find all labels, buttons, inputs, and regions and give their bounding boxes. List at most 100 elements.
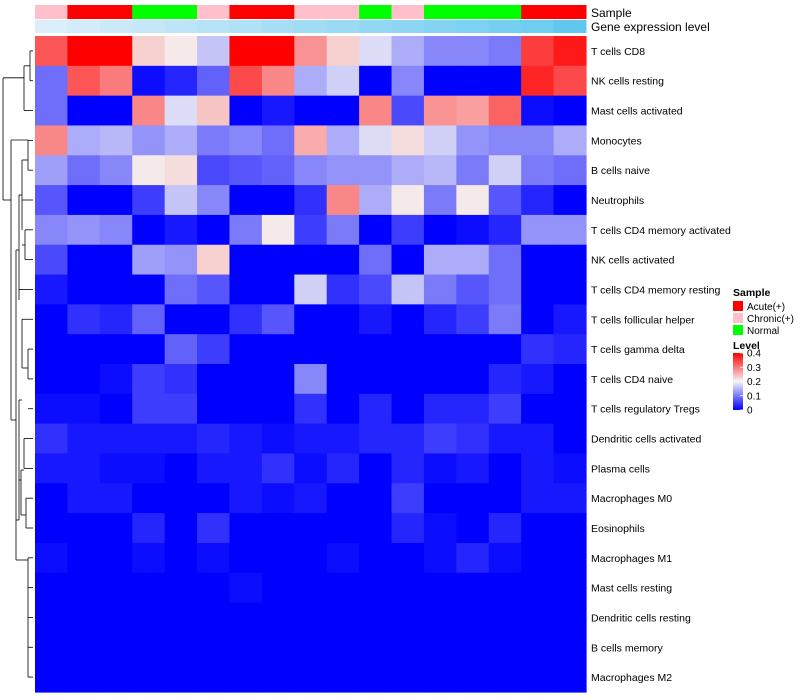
heatmap-cell bbox=[67, 513, 101, 544]
row-label: Plasma cells bbox=[591, 463, 650, 475]
expression-annotation-cell bbox=[488, 20, 522, 33]
heatmap-cell bbox=[229, 393, 263, 425]
heatmap-cell bbox=[553, 632, 587, 663]
heatmap-cell bbox=[521, 542, 555, 574]
heatmap-cell bbox=[521, 95, 555, 127]
heatmap-cell bbox=[197, 542, 231, 574]
sample-legend-swatch bbox=[733, 313, 743, 323]
row-label: T cells CD4 memory activated bbox=[591, 225, 731, 237]
expression-annotation-cell bbox=[359, 20, 393, 33]
heatmap-cell bbox=[521, 572, 555, 604]
heatmap-cell bbox=[261, 95, 295, 127]
heatmap-cell bbox=[553, 423, 587, 455]
sample-legend-title: Sample bbox=[733, 287, 771, 299]
level-legend-tick-label: 0.2 bbox=[747, 377, 761, 388]
heatmap-cell bbox=[132, 95, 166, 127]
heatmap-cell bbox=[553, 364, 587, 395]
heatmap-cell bbox=[391, 364, 425, 395]
heatmap-cell bbox=[359, 95, 393, 127]
heatmap-cell bbox=[326, 513, 360, 544]
heatmap-cell bbox=[326, 214, 360, 246]
heatmap-cell bbox=[99, 304, 133, 335]
heatmap-cell bbox=[294, 274, 328, 305]
heatmap-cell bbox=[164, 65, 198, 97]
heatmap-cell bbox=[456, 572, 490, 604]
heatmap-cell bbox=[488, 423, 522, 455]
heatmap-cell bbox=[423, 214, 457, 246]
sample-annotation-cell bbox=[521, 5, 555, 19]
row-label: Macrophages M2 bbox=[591, 672, 672, 684]
heatmap-cell bbox=[456, 513, 490, 544]
heatmap-cell bbox=[391, 155, 425, 186]
heatmap-cell bbox=[391, 423, 425, 455]
heatmap-cell bbox=[261, 125, 295, 156]
heatmap-cell bbox=[197, 602, 231, 633]
heatmap-cell bbox=[132, 304, 166, 335]
heatmap-cell bbox=[456, 542, 490, 574]
heatmap-cell bbox=[359, 483, 393, 514]
sample-legend: Sample Acute(+)Chronic(+)Normal bbox=[733, 287, 794, 337]
heatmap-cell bbox=[164, 423, 198, 455]
heatmap-cell bbox=[326, 65, 360, 97]
heatmap-cell bbox=[423, 244, 457, 276]
level-legend-tick-label: 0.1 bbox=[747, 391, 761, 402]
heatmap-cell bbox=[261, 453, 295, 484]
heatmap-cell bbox=[132, 185, 166, 216]
heatmap-cell bbox=[294, 155, 328, 186]
heatmap-cell bbox=[423, 125, 457, 156]
heatmap-cell bbox=[99, 483, 133, 514]
heatmap-cell bbox=[553, 304, 587, 335]
heatmap-cell bbox=[229, 483, 263, 514]
heatmap-cell bbox=[488, 364, 522, 395]
heatmap-cell bbox=[488, 572, 522, 604]
heatmap-cell bbox=[35, 185, 69, 216]
heatmap-cell bbox=[326, 632, 360, 663]
sample-annotation-cell bbox=[67, 5, 101, 19]
heatmap-cell bbox=[488, 602, 522, 633]
heatmap-cell bbox=[456, 155, 490, 186]
sample-annotation-cell bbox=[132, 5, 166, 19]
heatmap-cell bbox=[423, 423, 457, 455]
heatmap-cell bbox=[164, 185, 198, 216]
row-label: T cells gamma delta bbox=[591, 344, 685, 356]
heatmap-cell bbox=[294, 483, 328, 514]
row-label: T cells follicular helper bbox=[591, 314, 695, 326]
heatmap-cell bbox=[359, 155, 393, 186]
heatmap-cell bbox=[553, 602, 587, 633]
heatmap-cell bbox=[359, 423, 393, 455]
heatmap-cell bbox=[294, 334, 328, 365]
heatmap-cell bbox=[553, 662, 587, 693]
heatmap-cell bbox=[261, 244, 295, 276]
heatmap-cell bbox=[359, 662, 393, 693]
heatmap-cell bbox=[488, 244, 522, 276]
row-label: Neutrophils bbox=[591, 195, 644, 207]
heatmap-cell bbox=[229, 602, 263, 633]
expression-annotation-cell bbox=[67, 20, 101, 33]
heatmap-cell bbox=[456, 36, 490, 67]
sample-annotation-cell bbox=[359, 5, 393, 19]
heatmap-cell bbox=[553, 155, 587, 186]
heatmap-cell bbox=[553, 542, 587, 574]
sample-annotation-cell bbox=[391, 5, 425, 19]
heatmap-cell bbox=[99, 274, 133, 305]
heatmap-cell bbox=[488, 304, 522, 335]
sample-annotation-cell bbox=[164, 5, 198, 19]
heatmap-cell bbox=[326, 244, 360, 276]
heatmap-cell bbox=[488, 632, 522, 663]
heatmap-cell bbox=[99, 572, 133, 604]
heatmap-cell bbox=[391, 662, 425, 693]
row-label: Dendritic cells activated bbox=[591, 434, 701, 446]
heatmap-cell bbox=[229, 423, 263, 455]
heatmap-cell bbox=[294, 304, 328, 335]
heatmap-cell bbox=[521, 393, 555, 425]
heatmap-cell bbox=[391, 334, 425, 365]
heatmap-cell bbox=[67, 393, 101, 425]
heatmap-cell bbox=[553, 244, 587, 276]
heatmap-cell bbox=[359, 65, 393, 97]
heatmap-cell bbox=[391, 214, 425, 246]
heatmap-cell bbox=[391, 483, 425, 514]
heatmap-cell bbox=[261, 513, 295, 544]
heatmap-cell bbox=[67, 95, 101, 127]
row-label: Mast cells activated bbox=[591, 106, 683, 118]
heatmap-cell bbox=[456, 483, 490, 514]
